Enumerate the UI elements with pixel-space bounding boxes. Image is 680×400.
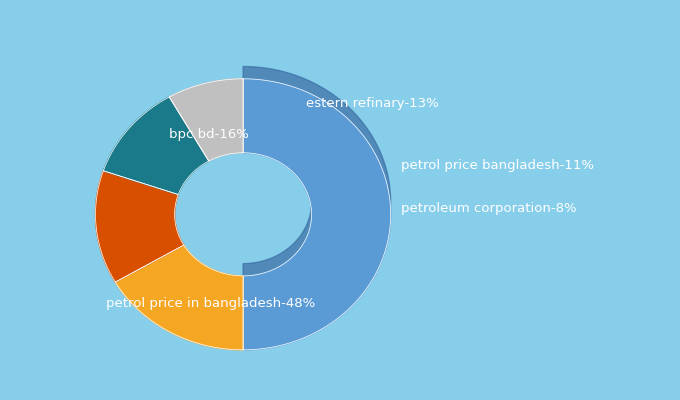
Polygon shape bbox=[96, 171, 184, 282]
Polygon shape bbox=[103, 97, 209, 194]
Polygon shape bbox=[169, 79, 243, 161]
Polygon shape bbox=[243, 79, 390, 350]
Text: petroleum corporation-8%: petroleum corporation-8% bbox=[401, 202, 577, 215]
Polygon shape bbox=[243, 66, 390, 338]
Text: petrol price in bangladesh-48%: petrol price in bangladesh-48% bbox=[106, 297, 316, 310]
Polygon shape bbox=[116, 245, 243, 350]
Text: estern refinary-13%: estern refinary-13% bbox=[307, 97, 439, 110]
Text: petrol price bangladesh-11%: petrol price bangladesh-11% bbox=[401, 158, 594, 172]
Text: bpc bd-16%: bpc bd-16% bbox=[169, 128, 249, 141]
